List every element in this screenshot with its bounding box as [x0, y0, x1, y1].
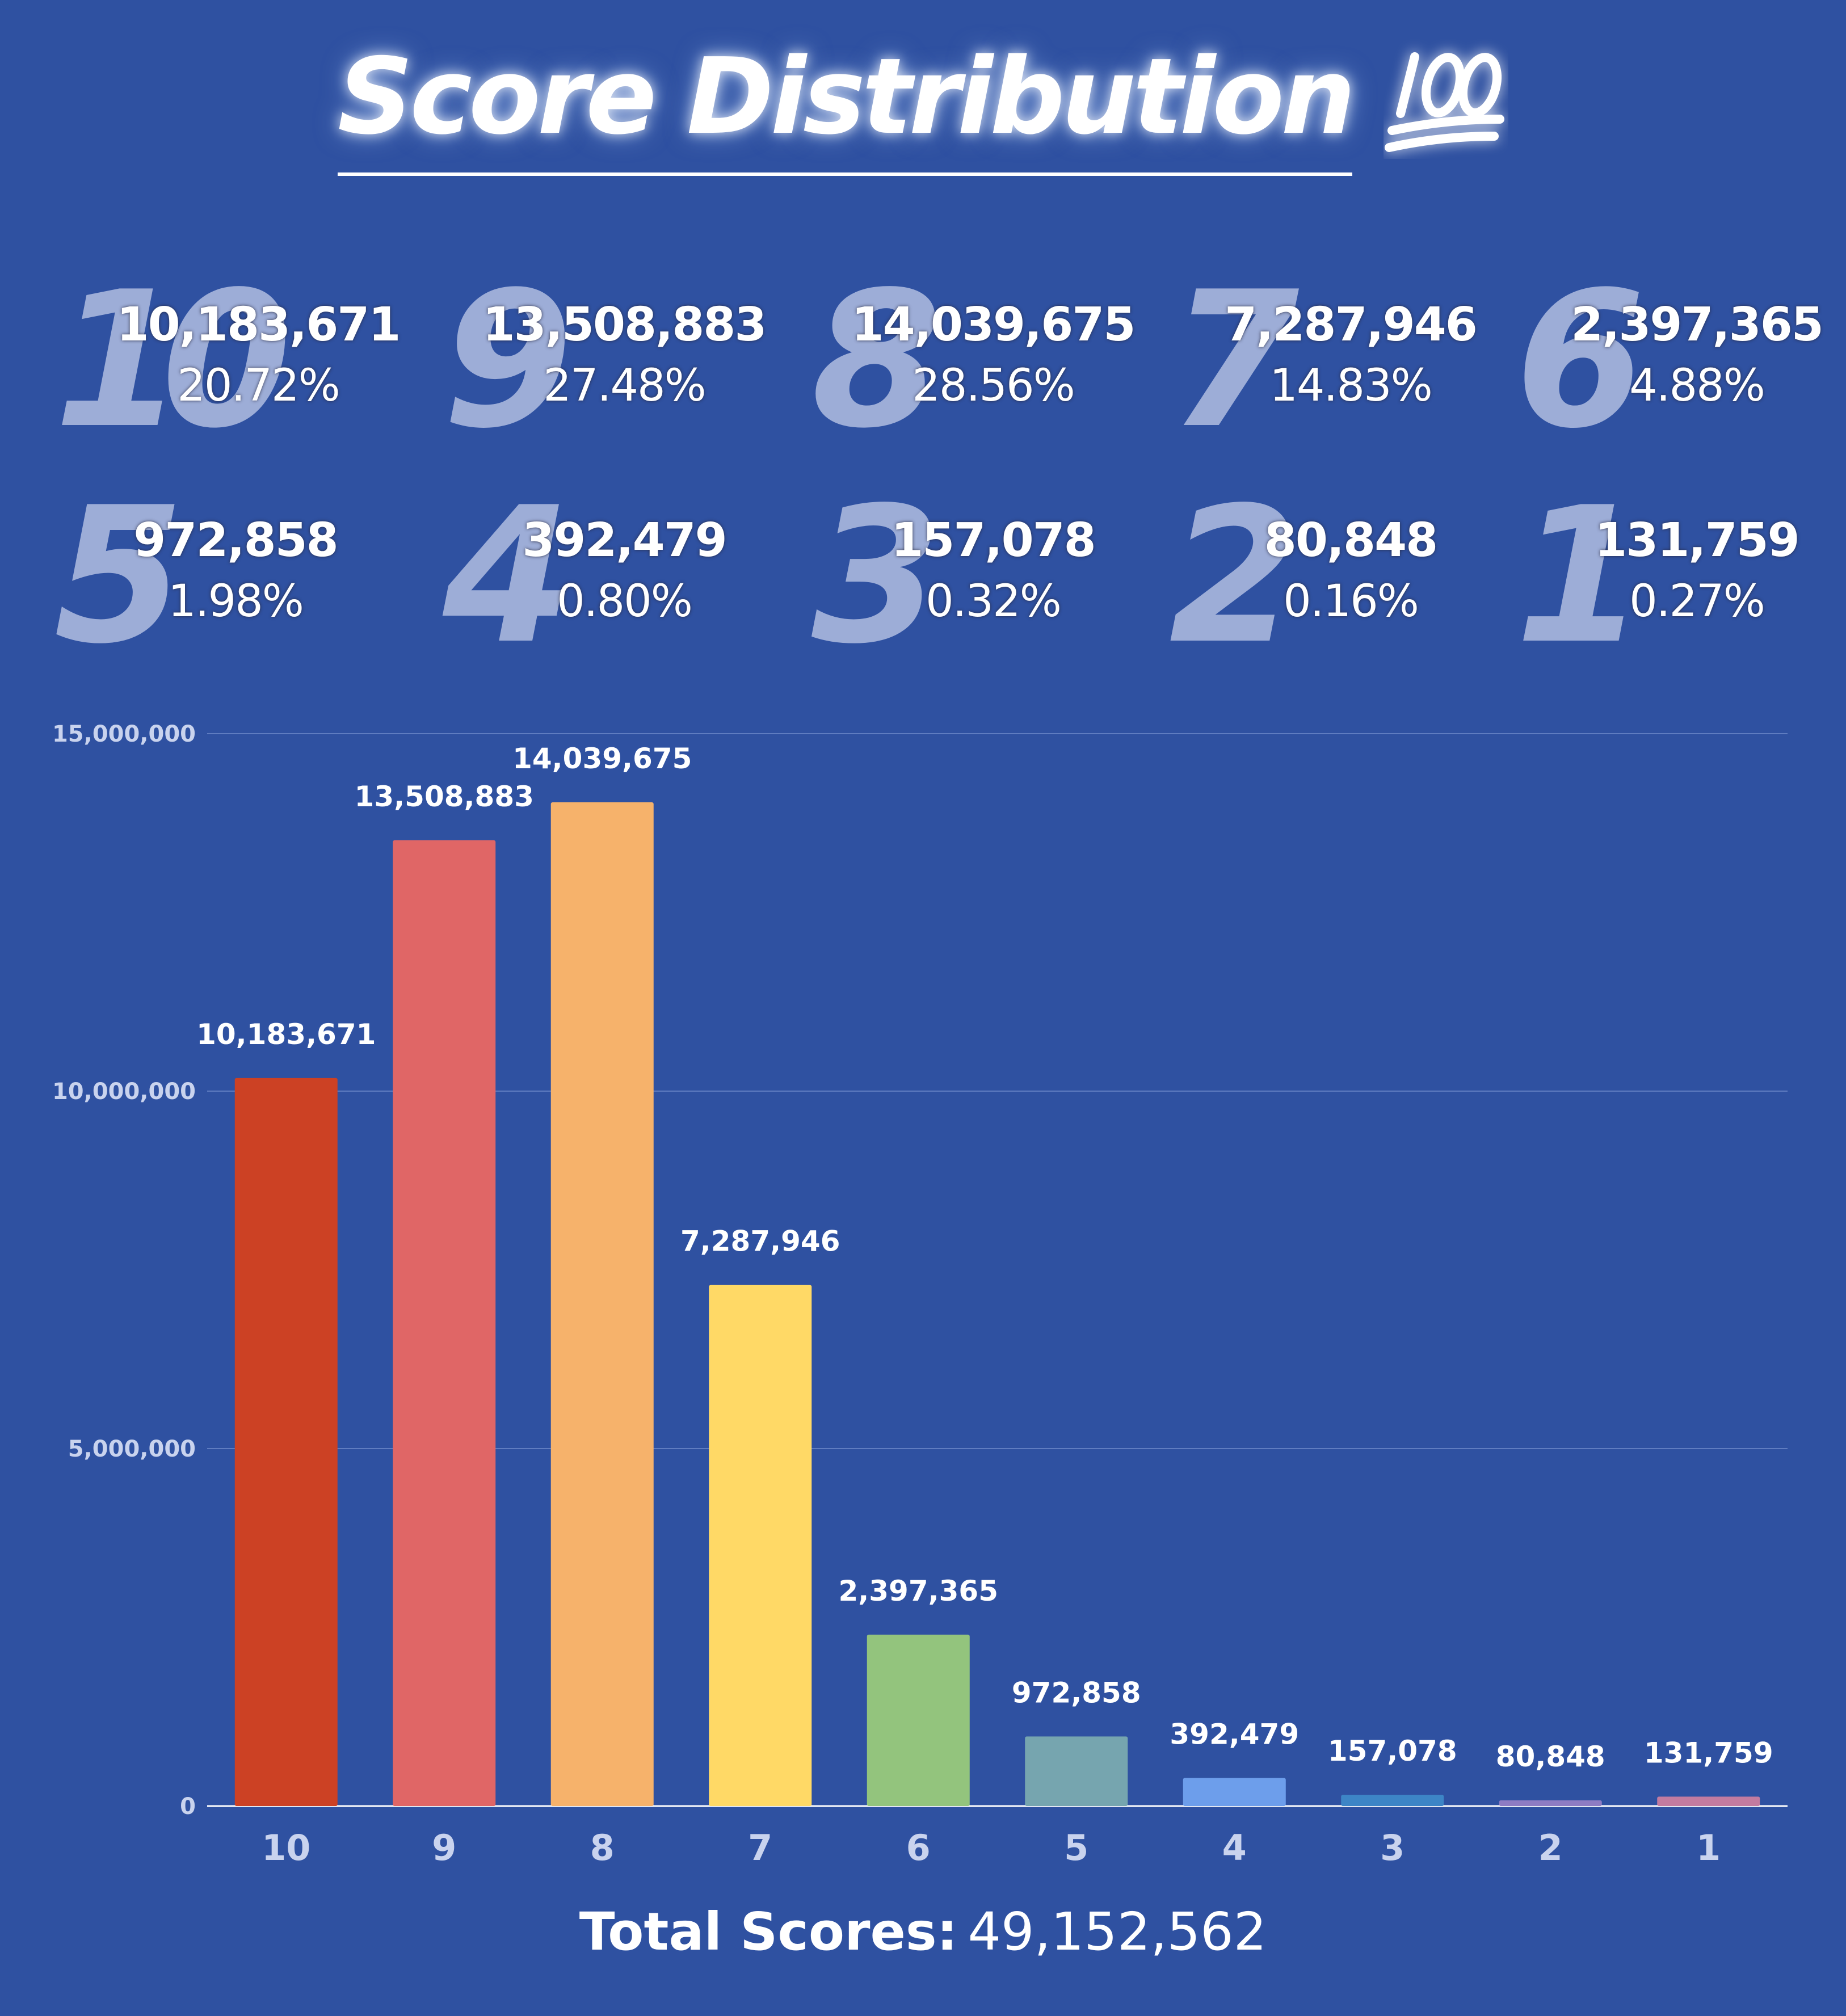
bar-1 [1657, 1796, 1760, 1806]
score-stat-3: 3 157,078 0.32% [811, 482, 1163, 670]
x-tick-label: 10 [262, 1827, 310, 1868]
bar-8 [550, 802, 654, 1806]
score-stat-count: 157,078 [891, 514, 1096, 567]
score-stat-percent: 14.83% [1269, 360, 1432, 411]
score-stat-count: 10,183,671 [116, 298, 401, 352]
bar-10 [234, 1078, 338, 1806]
data-label: 14,039,675 [512, 742, 692, 775]
y-tick-label: 0 [180, 1794, 196, 1820]
score-stat-percent: 1.98% [168, 576, 304, 627]
bars [234, 802, 1760, 1806]
score-stat-percent: 0.27% [1629, 576, 1765, 627]
bar-3 [1341, 1795, 1444, 1806]
score-stat-percent: 0.16% [1283, 576, 1419, 627]
score-stat-digit: 1 [1515, 467, 1646, 685]
score-stat-digit: 7 [1169, 251, 1300, 469]
y-axis-ticks: 0 5,000,000 10,000,000 15,000,000 [52, 721, 196, 1820]
data-label: 2,397,365 [838, 1575, 998, 1607]
score-stat-5: 5 972,858 1.98% [54, 482, 406, 670]
score-stat-8: 8 14,039,675 28.56% [811, 267, 1163, 454]
total-scores: Total Scores: 49,152,562 [0, 1895, 1846, 1969]
bar-7 [709, 1285, 812, 1806]
score-stat-digit: 10 [54, 251, 292, 469]
data-label: 131,759 [1644, 1736, 1773, 1769]
x-tick-label: 8 [590, 1827, 615, 1868]
score-stat-count: 972,858 [133, 514, 338, 567]
score-stat-digit: 5 [54, 467, 184, 685]
score-stat-4: 4 392,479 0.80% [443, 482, 794, 670]
data-label: 7,287,946 [680, 1225, 840, 1258]
score-stat-percent: 0.32% [926, 576, 1062, 627]
score-stat-percent: 4.88% [1629, 360, 1765, 411]
score-stat-1: 1 131,759 0.27% [1515, 482, 1846, 670]
score-stat-digit: 2 [1169, 467, 1300, 685]
page-title: Score Distribution [337, 23, 1356, 176]
score-stat-percent: 20.72% [177, 360, 340, 411]
bar-9 [393, 840, 496, 1806]
x-axis-ticks: 10 9 8 7 6 5 4 3 2 1 [262, 1827, 1721, 1868]
score-stat-digit: 4 [443, 467, 573, 685]
title-area: Score Distribution [0, 23, 1846, 210]
score-stat-count: 14,039,675 [851, 298, 1136, 352]
score-stat-6: 6 2,397,365 4.88% [1515, 267, 1846, 454]
total-scores-value: 49,152,562 [968, 1901, 1267, 1962]
x-tick-label: 5 [1064, 1827, 1088, 1868]
data-label: 972,858 [1012, 1676, 1141, 1709]
x-tick-label: 9 [432, 1827, 456, 1868]
score-stats-grid: 10 10,183,671 20.72% 9 13,508,883 27.48% 8 14,0… [0, 0, 1846, 681]
bar-5 [1025, 1736, 1128, 1806]
data-labels: 10,183,671 13,508,883 14,039,675 7,287,946 2… [196, 742, 1773, 1773]
bar-chart: 0 5,000,000 10,000,000 15,000,000 10,183,67… [52, 721, 1788, 1868]
score-stat-count: 7,287,946 [1225, 298, 1478, 352]
bar-6 [867, 1634, 970, 1806]
score-stat-digit: 3 [811, 467, 942, 685]
score-stat-10: 10 10,183,671 20.72% [54, 267, 406, 454]
bar-2 [1499, 1800, 1602, 1806]
data-label: 392,479 [1170, 1718, 1299, 1751]
score-stat-percent: 0.80% [557, 576, 693, 627]
y-tick-label: 15,000,000 [52, 721, 196, 747]
score-stat-digit: 6 [1515, 251, 1646, 469]
score-stat-9: 9 13,508,883 27.48% [443, 267, 794, 454]
x-tick-label: 6 [906, 1827, 931, 1868]
hundred-points-icon [1384, 34, 1508, 161]
score-stat-count: 2,397,365 [1571, 298, 1824, 352]
score-stat-count: 80,848 [1264, 514, 1438, 567]
score-stat-count: 392,479 [522, 514, 727, 567]
score-stat-2: 2 80,848 0.16% [1169, 482, 1521, 670]
score-stat-percent: 27.48% [543, 360, 706, 411]
data-label: 10,183,671 [196, 1018, 376, 1051]
y-tick-label: 10,000,000 [52, 1079, 196, 1105]
data-label: 80,848 [1496, 1740, 1605, 1773]
score-stat-7: 7 7,287,946 14.83% [1169, 267, 1521, 454]
score-stat-digit: 8 [811, 251, 942, 469]
x-tick-label: 1 [1696, 1827, 1721, 1868]
x-tick-label: 4 [1222, 1827, 1247, 1868]
x-tick-label: 7 [748, 1827, 772, 1868]
total-scores-label: Total Scores: [579, 1901, 958, 1962]
bar-4 [1183, 1778, 1286, 1806]
data-label: 13,508,883 [355, 780, 534, 813]
x-tick-label: 3 [1380, 1827, 1405, 1868]
score-stat-digit: 9 [443, 251, 573, 469]
score-stat-count: 13,508,883 [482, 298, 767, 352]
score-stat-count: 131,759 [1595, 514, 1799, 567]
data-label: 157,078 [1328, 1735, 1457, 1767]
y-tick-label: 5,000,000 [68, 1436, 196, 1462]
x-tick-label: 2 [1538, 1827, 1563, 1868]
score-stat-percent: 28.56% [912, 360, 1075, 411]
